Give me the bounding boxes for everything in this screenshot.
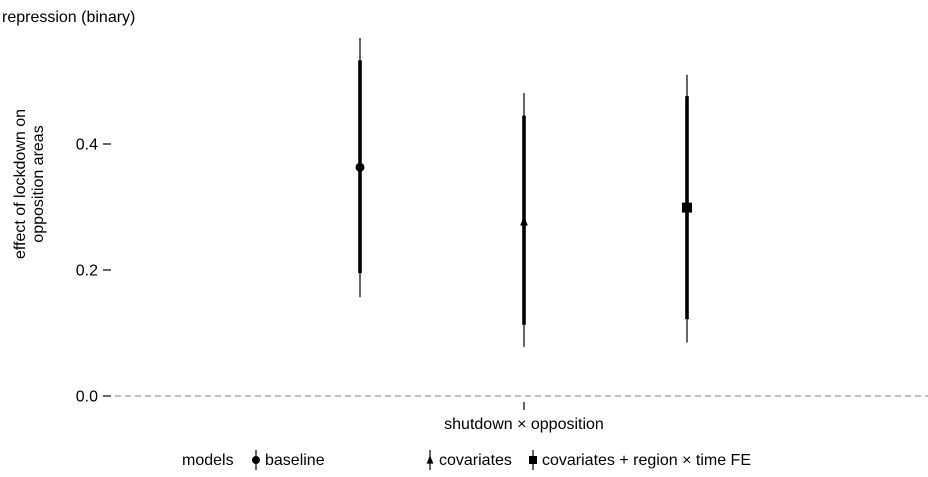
series-1-point xyxy=(520,216,528,226)
series-layer xyxy=(355,38,692,347)
y-axis-title-line-1: effect of lockdown on xyxy=(12,109,29,259)
y-tick-label-2: 0.4 xyxy=(76,137,98,154)
legend-key-shape-2 xyxy=(529,456,537,464)
x-axis: shutdown × opposition xyxy=(444,402,604,433)
legend-title: models xyxy=(182,452,234,469)
legend-label-1: covariates xyxy=(439,452,512,469)
y-axis-title: effect of lockdown on opposition areas xyxy=(12,109,47,259)
y-axis: 0.0 0.2 0.4 xyxy=(76,137,111,406)
series-0 xyxy=(355,38,365,298)
legend-entry-1: covariates xyxy=(426,450,512,470)
x-tick-label-0: shutdown × opposition xyxy=(444,416,604,433)
legend-key-shape-1 xyxy=(426,455,434,464)
series-2 xyxy=(682,74,692,343)
series-2-point xyxy=(682,202,692,213)
legend-entry-0: baseline xyxy=(252,450,325,470)
legend-entry-2: covariates + region × time FE xyxy=(529,450,751,470)
series-0-point xyxy=(355,162,365,172)
y-tick-label-0: 0.0 xyxy=(76,389,98,406)
panel-title: repression (binary) xyxy=(2,9,135,26)
legend: models baseline covariates covariates + reg… xyxy=(182,450,751,470)
legend-key-shape-0 xyxy=(252,456,260,464)
y-tick-label-1: 0.2 xyxy=(76,263,98,280)
y-axis-title-line-2: opposition areas xyxy=(30,125,47,242)
series-1 xyxy=(520,92,528,347)
legend-label-0: baseline xyxy=(265,452,325,469)
legend-label-2: covariates + region × time FE xyxy=(542,452,751,469)
